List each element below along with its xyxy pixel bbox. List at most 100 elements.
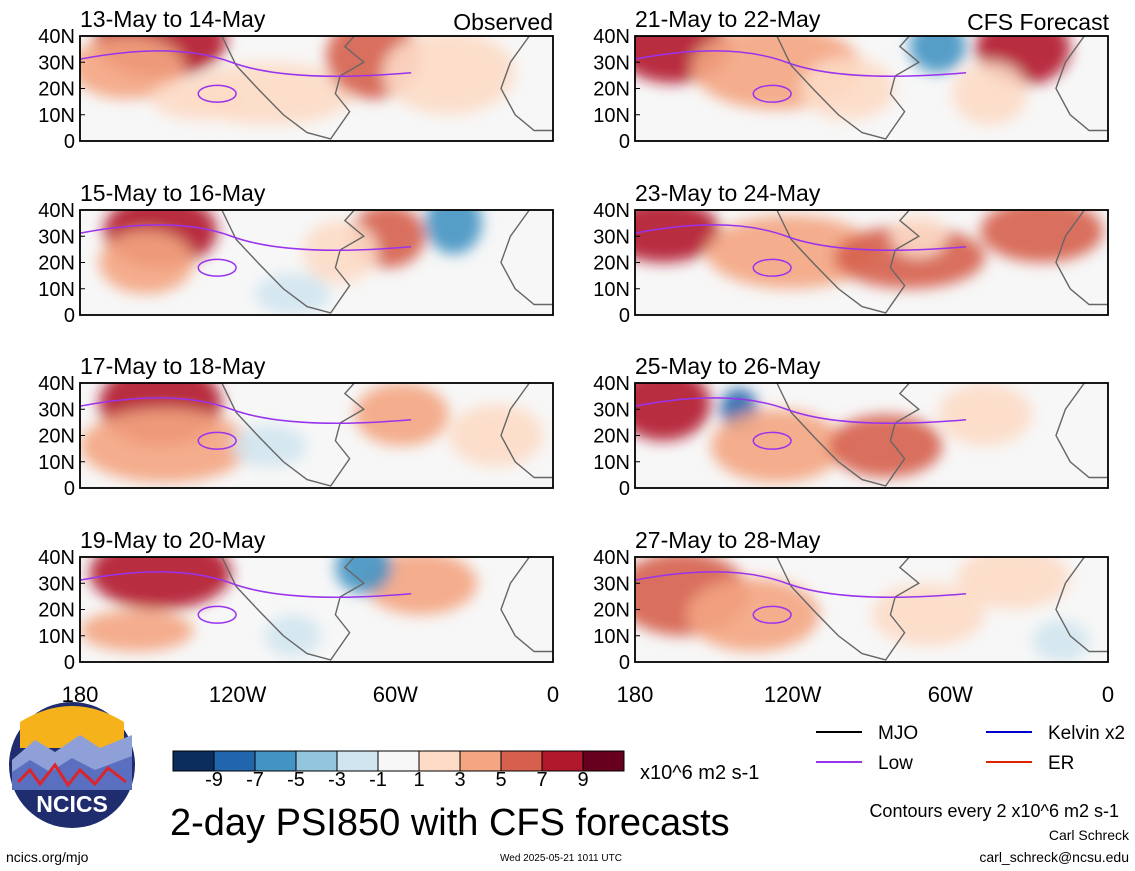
colorbar-swatch: [582, 750, 625, 772]
anomaly-blob: [255, 273, 331, 315]
y-tick-label: 20N: [38, 600, 75, 622]
y-tick-label: 30N: [38, 573, 75, 595]
anomaly-blob: [705, 215, 877, 289]
x-tick-label: 0: [1102, 682, 1114, 707]
colorbar-tick-label: 1: [413, 769, 424, 791]
y-tick-label: 10N: [38, 626, 75, 648]
coastline: [776, 36, 921, 140]
colorbar-swatch: [295, 750, 338, 772]
anomaly-blob: [956, 557, 1071, 610]
anomaly-blob: [231, 425, 308, 467]
anomaly-blob: [448, 404, 544, 467]
anomaly-blob: [980, 210, 1104, 263]
y-tick-label: 40N: [38, 373, 75, 395]
low-contour: [635, 50, 967, 77]
y-tick-label: 20N: [38, 79, 75, 101]
anomaly-blob: [635, 383, 711, 441]
y-tick-label: 20N: [38, 253, 75, 275]
y-tick-label: 30N: [38, 52, 75, 74]
low-contour: [752, 431, 792, 450]
anomaly-blob: [710, 409, 844, 483]
y-tick-label: 10N: [38, 279, 75, 301]
y-tick-label: 40N: [593, 547, 630, 569]
low-contour: [80, 571, 412, 598]
colorbar-swatch: [336, 750, 379, 772]
panel-title: 21-May to 22-May: [635, 6, 821, 32]
low-contour: [197, 84, 237, 103]
contour-note: Contours every 2 x10^6 m2 s-1: [869, 801, 1119, 821]
y-tick-label: 0: [64, 305, 75, 327]
coastline: [221, 557, 366, 661]
coastline-africa: [500, 383, 553, 479]
anomaly-blob: [833, 225, 986, 289]
colorbar-swatch: [172, 750, 215, 772]
anomaly-blob: [828, 414, 943, 478]
anomaly-blob: [354, 383, 449, 446]
footer-email[interactable]: carl_schreck@ncsu.edu: [979, 849, 1129, 865]
anomaly-blob: [80, 409, 251, 483]
y-tick-label: 20N: [38, 426, 75, 448]
colorbar: -9 -7 -5 -3 -1 1 3 5 7 9: [172, 750, 625, 791]
y-tick-label: 0: [619, 652, 630, 674]
anomaly-blob: [937, 383, 1033, 446]
y-tick-label: 40N: [593, 26, 630, 48]
y-tick-label: 0: [619, 305, 630, 327]
x-tick-label: 60W: [373, 682, 418, 707]
colorbar-swatch: [377, 750, 420, 772]
x-tick-label: 120W: [209, 682, 267, 707]
low-contour: [197, 431, 237, 450]
colorbar-swatch: [459, 750, 502, 772]
anomaly-blob: [264, 614, 322, 657]
logo-text: NCICS: [36, 791, 108, 817]
anomaly-blob: [80, 609, 194, 652]
footer-url[interactable]: ncics.org/mjo: [6, 849, 89, 865]
anomaly-field: [80, 383, 553, 487]
anomaly-blob: [1032, 620, 1090, 662]
low-contour: [752, 84, 792, 103]
coastline: [776, 383, 921, 487]
coastline: [221, 383, 366, 487]
footer-timestamp: Wed 2025-05-21 1011 UTC: [500, 853, 622, 864]
y-tick-label: 30N: [38, 226, 75, 248]
anomaly-blob: [335, 557, 393, 594]
panel-title: 17-May to 18-May: [80, 353, 266, 379]
x-tick-label: 60W: [928, 682, 973, 707]
y-tick-label: 0: [619, 478, 630, 500]
y-tick-label: 30N: [593, 573, 630, 595]
low-contour: [197, 605, 237, 624]
anomaly-blob: [89, 557, 232, 610]
y-tick-label: 10N: [38, 452, 75, 474]
y-tick-label: 30N: [593, 399, 630, 421]
coastline: [221, 210, 366, 314]
colorbar-swatch: [541, 750, 584, 772]
coastline-africa: [1055, 210, 1108, 306]
coastline-africa: [500, 210, 553, 306]
coastline: [221, 36, 366, 140]
y-tick-label: 30N: [593, 226, 630, 248]
y-tick-label: 40N: [593, 373, 630, 395]
anomaly-blob: [951, 62, 1028, 126]
anomaly-field: [80, 557, 553, 661]
figure-title: 2-day PSI850 with CFS forecasts: [170, 802, 730, 844]
colorbar-swatch: [213, 750, 256, 772]
coastline-africa: [1055, 383, 1108, 479]
anomaly-blob: [909, 36, 967, 73]
coastline-africa: [1055, 557, 1108, 653]
y-tick-label: 40N: [38, 547, 75, 569]
observed-header: Observed: [453, 9, 553, 35]
x-tick-label: 0: [547, 682, 559, 707]
colorbar-tick-label: -3: [328, 769, 346, 791]
coastline-africa: [500, 36, 553, 132]
y-tick-label: 20N: [593, 600, 630, 622]
x-tick-label: 120W: [764, 682, 822, 707]
y-tick-label: 10N: [593, 279, 630, 301]
column-headers: Observed CFS Forecast: [453, 9, 1109, 35]
colorbar-tick-label: -7: [246, 769, 264, 791]
